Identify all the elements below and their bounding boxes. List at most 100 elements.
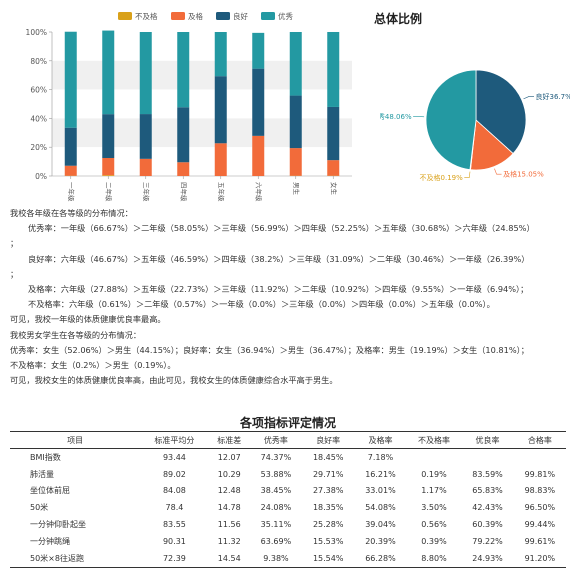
bar-segment-及格: [139, 158, 152, 176]
table-cell: 72.39: [140, 549, 209, 568]
column-header: 标准平均分: [140, 431, 209, 449]
pie-slice-及格: [470, 119, 514, 171]
table-row: 一分钟仰卧起坐 83.55 11.56 35.11% 25.28% 39.04% 0.56%…: [10, 516, 566, 533]
excellent-rate-line: 优秀率：一年级（66.67%）＞二年级（58.05%）＞三年级（56.99%）＞…: [28, 223, 535, 234]
table-cell: 0.19%: [421, 469, 447, 479]
table-cell: 74.37%: [260, 452, 292, 462]
pie-slice-良好: [475, 69, 527, 155]
table-cell: 16.21%: [365, 469, 396, 479]
y-tick-label: 100%: [26, 28, 47, 37]
bar-segment-优秀: [102, 30, 115, 115]
bar-segment-优秀: [64, 31, 77, 128]
grid-band: [52, 60, 352, 90]
table-cell: 79.22%: [472, 536, 503, 546]
table-cell: 18.45%: [312, 452, 344, 462]
table-cell: 12.07: [217, 452, 241, 462]
table-header-row: 项目 标准平均分 标准差 优秀率 良好率 及格率 不及格率 优良率 合格率: [10, 431, 566, 449]
row-label: 一分钟跳绳: [30, 536, 70, 546]
table-cell: 3.50%: [421, 503, 447, 513]
table-cell: 8.80%: [406, 549, 462, 568]
table-row: 坐位体前屈 84.08 12.48 38.45% 27.38% 33.01% 1.17% 65…: [10, 483, 566, 500]
table-cell: [461, 449, 513, 466]
column-header: 及格率: [354, 431, 407, 449]
table-cell: 33.01%: [365, 486, 396, 496]
table-cell: 99.44%: [524, 520, 556, 530]
column-header: 优秀率: [249, 431, 303, 449]
column-header: 项目: [10, 431, 141, 449]
table-row: 50米 78.4 14.78 24.08% 18.35% 54.08% 3.50% 42.43…: [10, 499, 566, 516]
column-header: 良好率: [302, 431, 355, 449]
pie-slice-label: 优秀48.06%: [380, 112, 412, 121]
x-tick-label: 四年级: [179, 182, 188, 202]
table-row: 50米×8往返跑 72.39 14.54 9.38% 15.54% 66.28% 8.80%…: [10, 549, 566, 568]
table-row: 一分钟跳绳 90.31 11.32 63.69% 15.53% 20.39% 0.39% 79…: [10, 533, 566, 550]
table-cell: 14.54: [208, 549, 250, 568]
separator: ；: [10, 238, 19, 249]
pie-slice-优秀: [425, 69, 477, 171]
pie-leader-line: [494, 168, 502, 175]
bar-segment-优秀: [289, 32, 302, 96]
bar-segment-良好: [139, 114, 152, 159]
bar-segment-优秀: [327, 31, 340, 107]
table-cell: 83.59%: [472, 469, 503, 479]
y-tick-label: 40%: [30, 114, 47, 123]
table-cell: 0.56%: [421, 520, 447, 530]
legend-swatch: [216, 12, 230, 20]
analysis-text: 我校各年级在各等级的分布情况： 优秀率：一年级（66.67%）＞二年级（58.0…: [10, 206, 570, 388]
row-label: 50米: [30, 503, 49, 513]
stacked-bar-chart: 0% 20% 40% 60% 80% 100% 一年级 二年级 三年级 四年级 五年级 六年级 男生 女生…: [26, 11, 352, 202]
table-cell: 54.08%: [365, 503, 396, 513]
table-cell: 29.71%: [312, 469, 344, 479]
table-cell: [407, 449, 462, 466]
grid-band: [52, 32, 352, 61]
x-tick-label: 五年级: [217, 182, 226, 202]
table-cell: 27.38%: [312, 486, 344, 496]
bar-segment-及格: [214, 143, 227, 176]
table-cell: 84.08: [162, 486, 186, 496]
bar-segment-优秀: [139, 32, 152, 115]
row-label: 坐位体前屈: [30, 486, 70, 496]
bar-segment-及格: [327, 160, 340, 176]
table-cell: 78.4: [165, 503, 184, 513]
table-cell: 60.39%: [472, 520, 503, 530]
bar-segment-及格: [252, 135, 265, 176]
bar-segment-良好: [289, 95, 302, 149]
table-cell: 1.17%: [421, 486, 447, 496]
pie-slice-label: 及格15.05%: [503, 170, 544, 179]
table-cell: [514, 449, 566, 466]
table-cell: 10.29: [217, 469, 241, 479]
table-cell: 42.43%: [472, 503, 503, 513]
legend-label: 及格: [188, 11, 203, 21]
bar-segment-良好: [214, 76, 227, 144]
table-cell: 99.81%: [524, 469, 556, 479]
table-cell: 24.93%: [461, 549, 514, 568]
bar-segment-良好: [327, 106, 340, 161]
table-cell: 0.39%: [421, 536, 447, 546]
x-tick-label: 三年级: [142, 182, 151, 202]
fail-rate-line: 不及格率：六年级（0.61%）＞二年级（0.57%）＞一年级（0.0%）＞三年级…: [28, 299, 495, 310]
table-cell: 66.28%: [354, 549, 407, 568]
y-tick-label: 80%: [30, 57, 47, 66]
x-tick-label: 女生: [329, 182, 338, 196]
grid-band: [52, 89, 352, 119]
pie-slice-label: 良好36.7%: [536, 92, 570, 101]
row-label: 一分钟仰卧起坐: [30, 520, 86, 530]
pass-rate-line: 及格率：六年级（27.88%）＞五年级（22.73%）＞三年级（11.92%）＞…: [28, 284, 529, 295]
pie-chart-title: 总体比例: [374, 12, 423, 26]
table-cell: 53.88%: [260, 469, 292, 479]
table-cell: 20.39%: [365, 536, 396, 546]
table-cell: 11.32: [217, 536, 241, 546]
table-cell: 18.35%: [312, 503, 344, 513]
bar-segment-良好: [252, 68, 265, 136]
table-cell: 15.53%: [312, 536, 344, 546]
x-tick-label: 二年级: [104, 182, 113, 202]
legend-swatch: [261, 12, 275, 20]
gender-fail-line: 不及格率：女生（0.2%）＞男生（0.19%）。: [10, 360, 176, 371]
bar-segment-及格: [102, 158, 115, 176]
legend-swatch: [118, 12, 132, 20]
bar-segment-良好: [102, 114, 115, 159]
x-tick-label: 男生: [292, 182, 301, 196]
table-cell: 7.18%: [367, 452, 394, 462]
pie-leader-line: [523, 96, 535, 100]
bar-segment-优秀: [252, 32, 265, 69]
